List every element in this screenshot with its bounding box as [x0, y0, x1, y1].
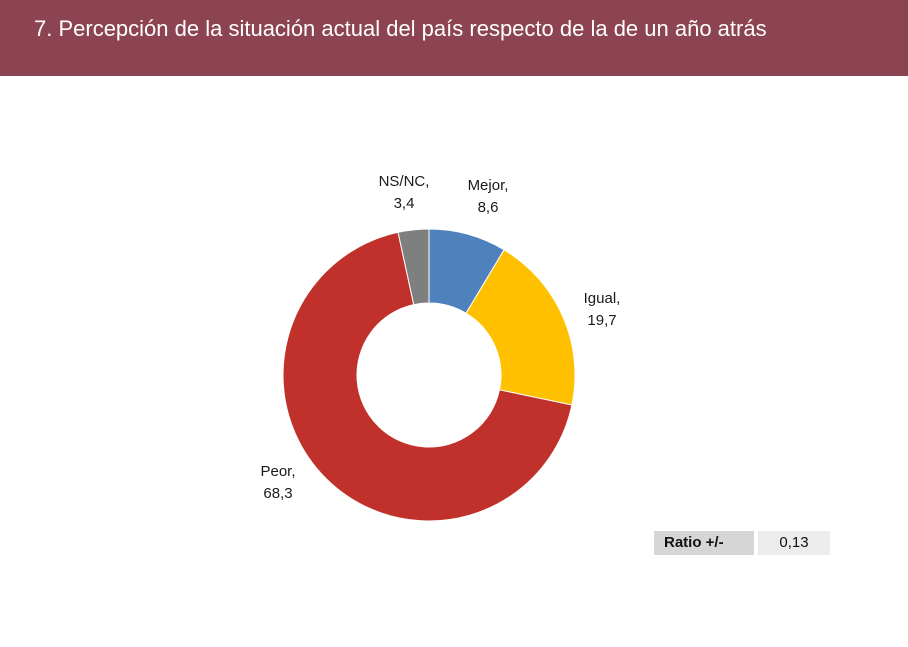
- slice-label-ns-nc: NS/NC, 3,4: [379, 173, 430, 212]
- page-title: 7. Percepción de la situación actual del…: [34, 16, 767, 41]
- ratio-label: Ratio +/-: [654, 531, 754, 555]
- donut-slice-peor: [282, 231, 573, 522]
- header-bar: 7. Percepción de la situación actual del…: [0, 0, 908, 76]
- ratio-value: 0,13: [758, 531, 830, 555]
- slice-label-igual: Igual, 19,7: [584, 290, 621, 329]
- donut-slice-ns-nc: [397, 228, 430, 306]
- ratio-box: Ratio +/- 0,13: [654, 531, 830, 555]
- donut-slice-igual: [465, 249, 576, 406]
- slice-label-peor: Peor, 68,3: [260, 463, 295, 502]
- slice-label-mejor: Mejor, 8,6: [468, 177, 509, 216]
